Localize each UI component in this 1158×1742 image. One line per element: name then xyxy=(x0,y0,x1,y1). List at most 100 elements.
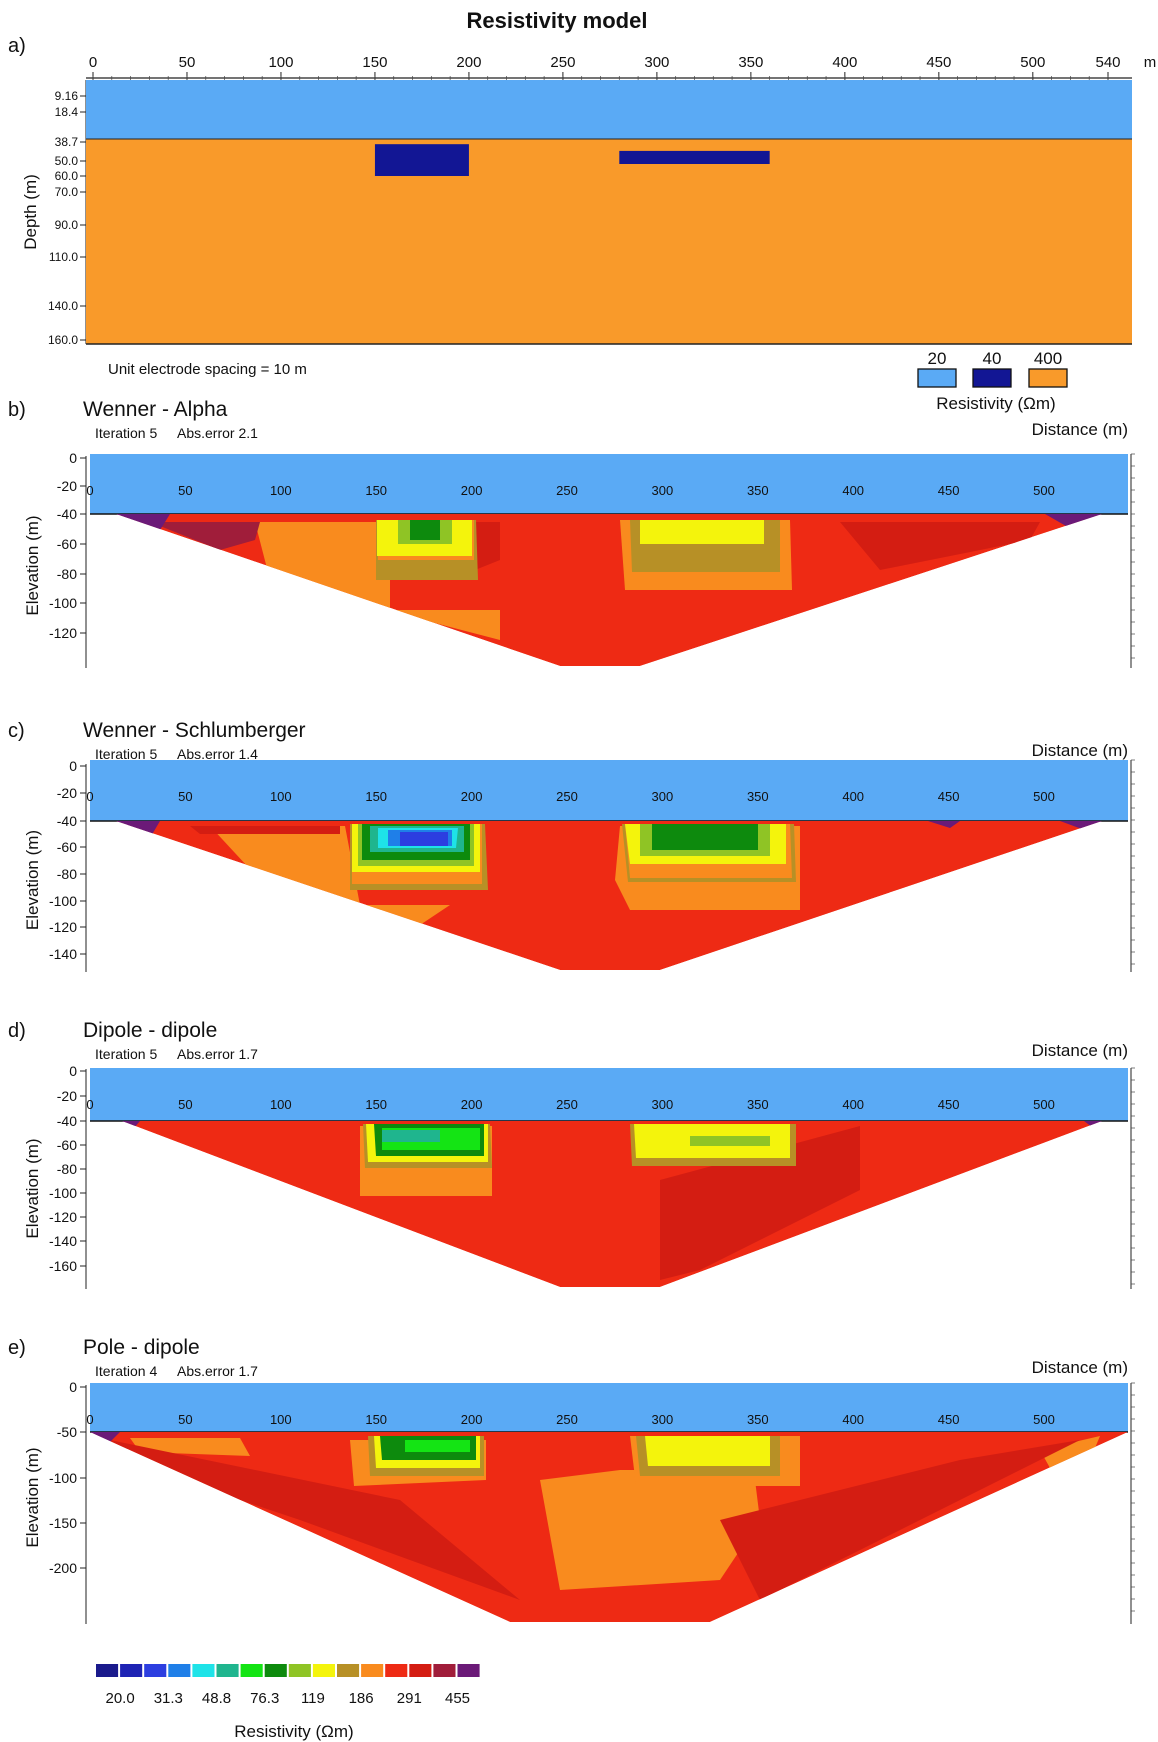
distance-tick-label: 500 xyxy=(1033,483,1055,498)
panel-a-title: Resistivity model xyxy=(467,8,648,33)
distance-tick-label: 0 xyxy=(86,789,93,804)
elevation-tick-label: -80 xyxy=(57,866,77,882)
abs-error-label: Abs.error 1.7 xyxy=(177,1046,258,1062)
elevation-tick-label: 0 xyxy=(69,758,77,774)
resistivity-contour xyxy=(116,821,160,838)
model-anomalies xyxy=(374,144,770,176)
resistivity-contour xyxy=(400,832,448,846)
resistivity-contour xyxy=(640,520,764,544)
section-letter: c) xyxy=(8,720,25,742)
resistivity-contour xyxy=(116,514,170,530)
resistivity-contour xyxy=(90,1432,120,1442)
distance-tick-label: 500 xyxy=(1033,1097,1055,1112)
x-tick-label: 200 xyxy=(456,54,481,71)
distance-tick-label: 350 xyxy=(747,1412,769,1427)
distance-tick-label: 450 xyxy=(938,1097,960,1112)
elevation-tick-label: -100 xyxy=(49,595,77,611)
distance-tick-label: 450 xyxy=(938,789,960,804)
x-tick-label: 350 xyxy=(738,54,763,71)
elevation-tick-label: 0 xyxy=(69,1063,77,1079)
resistivity-contour xyxy=(840,522,1040,570)
abs-error-label: Abs.error 1.4 xyxy=(177,746,258,762)
colorbar-swatch xyxy=(240,1664,263,1677)
distance-tick-label: 200 xyxy=(461,1412,483,1427)
section-letter: d) xyxy=(8,1020,26,1042)
elevation-tick-label: -120 xyxy=(49,1209,77,1225)
iteration-label: Iteration 4 xyxy=(95,1363,157,1379)
panel-a-depth-axis: 9.16 18.4 38.7 50.060.0 70.0 90.0 110.0 140.0 16… xyxy=(48,80,87,347)
elevation-tick-label: -120 xyxy=(49,919,77,935)
distance-tick-label: 150 xyxy=(365,1097,387,1112)
distance-tick-label: 450 xyxy=(938,483,960,498)
elevation-tick-label: -50 xyxy=(57,1424,77,1440)
legend-swatch xyxy=(972,368,1012,388)
colorbar-label: 48.8 xyxy=(202,1690,231,1707)
distance-tick-label: 250 xyxy=(556,483,578,498)
distance-axis-label: Distance (m) xyxy=(1032,1041,1128,1060)
section-title: Dipole - dipole xyxy=(83,1019,217,1042)
section-title: Wenner - Schlumberger xyxy=(83,719,306,742)
colorbar-swatch xyxy=(96,1664,119,1677)
resistivity-contour xyxy=(110,1440,520,1600)
distance-tick-label: 350 xyxy=(747,789,769,804)
elevation-tick-label: -140 xyxy=(49,1233,77,1249)
distance-tick-label: 250 xyxy=(556,1412,578,1427)
x-tick-label: 50 xyxy=(179,54,196,71)
distance-tick-label: 250 xyxy=(556,789,578,804)
elevation-tick-label: -20 xyxy=(57,785,77,801)
resistivity-contour xyxy=(150,522,260,550)
elevation-tick-label: -20 xyxy=(57,1088,77,1104)
elevation-tick-label: -150 xyxy=(49,1515,77,1531)
distance-tick-label: 0 xyxy=(86,1412,93,1427)
distance-tick-label: 150 xyxy=(365,789,387,804)
elevation-tick-label: 0 xyxy=(69,1379,77,1395)
resistivity-contour xyxy=(405,1440,470,1452)
colorbar-title: Resistivity (Ωm) xyxy=(234,1722,353,1741)
depth-tick-label: 110.0 xyxy=(49,250,78,264)
distance-tick-label: 500 xyxy=(1033,789,1055,804)
resistivity-contour xyxy=(652,824,758,850)
surface-band xyxy=(90,1068,1128,1121)
depth-tick-label: 140.0 xyxy=(48,299,78,313)
distance-tick-label: 350 xyxy=(747,483,769,498)
elevation-tick-label: -40 xyxy=(57,1113,77,1129)
depth-tick-label: 18.4 xyxy=(55,105,79,119)
distance-tick-label: 50 xyxy=(178,1097,192,1112)
colorbar-swatch xyxy=(409,1664,432,1677)
x-tick-label: 150 xyxy=(362,54,387,71)
x-tick-label: 250 xyxy=(550,54,575,71)
colorbar-swatch xyxy=(168,1664,191,1677)
depth-tick-label: 70.0 xyxy=(55,185,79,199)
distance-tick-label: 100 xyxy=(270,483,292,498)
legend-swatch xyxy=(917,368,957,388)
surface-band xyxy=(90,454,1128,514)
colorbar-label: 186 xyxy=(349,1690,374,1707)
distance-tick-label: 300 xyxy=(652,1412,674,1427)
iteration-label: Iteration 5 xyxy=(95,746,157,762)
model-layer-400 xyxy=(86,139,1132,344)
colorbar-label: 76.3 xyxy=(250,1690,279,1707)
elevation-tick-label: -40 xyxy=(57,506,77,522)
x-tick-label: 0 xyxy=(89,54,97,71)
colorbar-swatch xyxy=(120,1664,143,1677)
distance-tick-label: 100 xyxy=(270,789,292,804)
colorbar-swatch xyxy=(457,1664,480,1677)
x-tick-label: 540 xyxy=(1095,54,1120,71)
elevation-tick-label: -200 xyxy=(49,1560,77,1576)
elevation-tick-label: -60 xyxy=(57,839,77,855)
distance-tick-label: 350 xyxy=(747,1097,769,1112)
elevation-tick-label: -40 xyxy=(57,813,77,829)
distance-tick-label: 50 xyxy=(178,1412,192,1427)
elevation-tick-label: 0 xyxy=(69,450,77,466)
distance-tick-label: 400 xyxy=(842,1097,864,1112)
x-tick-label: 450 xyxy=(926,54,951,71)
elevation-axis-label: Elevation (m) xyxy=(23,515,42,615)
resistivity-contour xyxy=(645,1436,770,1466)
colorbar-swatch xyxy=(337,1664,360,1677)
distance-tick-label: 200 xyxy=(461,789,483,804)
panel-a-x-axis: 0 50 100 150 200 250 300 350 400 450 500 540 m xyxy=(86,54,1156,80)
x-tick-label: 300 xyxy=(644,54,669,71)
distance-tick-label: 0 xyxy=(86,1097,93,1112)
distance-tick-label: 50 xyxy=(178,789,192,804)
colorbar-label: 20.0 xyxy=(105,1690,134,1707)
